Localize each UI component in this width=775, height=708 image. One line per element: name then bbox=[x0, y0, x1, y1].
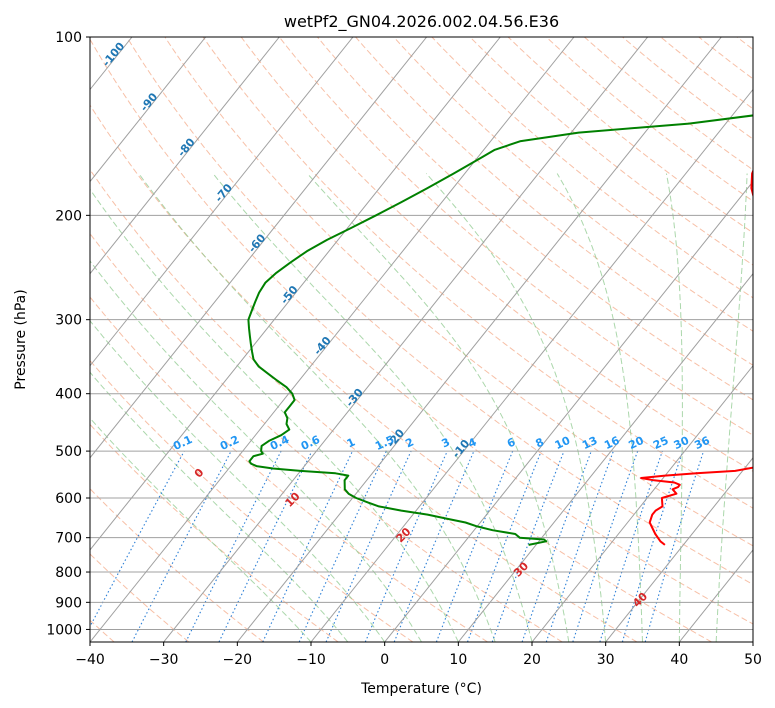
y-tick-label: 200 bbox=[55, 208, 82, 224]
isotherm-line bbox=[384, 180, 753, 642]
x-tick-label: 0 bbox=[380, 652, 389, 668]
moist-adiabat-line bbox=[306, 173, 570, 642]
mixing-ratio-line bbox=[521, 450, 592, 642]
mixing-ratio-label: 36 bbox=[692, 434, 712, 452]
mixing-ratio-label: 10 bbox=[553, 434, 573, 452]
moist-adiabat-line bbox=[425, 173, 607, 642]
mixing-ratio-line bbox=[572, 450, 639, 642]
mixing-ratio-line bbox=[491, 450, 565, 642]
isotherm-line bbox=[531, 364, 753, 642]
mixing-ratio-line bbox=[435, 450, 514, 642]
mixing-ratio-line bbox=[90, 450, 185, 628]
mixing-ratio-line bbox=[185, 450, 282, 642]
mixing-ratio-line bbox=[325, 450, 412, 642]
y-tick-label: 800 bbox=[55, 565, 82, 581]
plot-frame bbox=[89, 36, 754, 643]
isotherm-line bbox=[605, 457, 753, 642]
y-tick-label: 1000 bbox=[46, 622, 82, 638]
isotherm-line bbox=[90, 37, 575, 642]
x-tick-label: 50 bbox=[744, 652, 762, 668]
mixing-ratio-label: 13 bbox=[580, 434, 599, 452]
mixing-ratio-line bbox=[364, 450, 448, 642]
moist-adiabat-line bbox=[90, 371, 349, 642]
dry-adiabat-line bbox=[90, 38, 753, 625]
isotherm-line bbox=[457, 272, 753, 642]
y-tick-label: 300 bbox=[55, 313, 82, 329]
x-tick-label: −10 bbox=[296, 652, 326, 668]
moist-adiabat-line bbox=[212, 173, 533, 642]
isotherm-line bbox=[236, 37, 722, 642]
chart-title: wetPf2_GN04.2026.002.04.56.E36 bbox=[284, 12, 559, 32]
isotherm-line bbox=[90, 37, 428, 459]
y-tick-label: 700 bbox=[55, 531, 82, 547]
isotherm-line bbox=[90, 37, 280, 275]
dry-adiabat-line bbox=[355, 37, 753, 366]
dry-adiabat-line bbox=[622, 37, 753, 140]
mixing-ratio-line bbox=[599, 450, 663, 642]
x-tick-label: −20 bbox=[223, 652, 253, 668]
mixing-ratio-label: 16 bbox=[602, 434, 622, 452]
isotherm-line bbox=[90, 37, 207, 183]
profile-lines bbox=[247, 114, 753, 546]
y-axis-label: Pressure (hPa) bbox=[13, 289, 29, 389]
dry-adiabat-line bbox=[90, 296, 488, 642]
x-tick-label: 40 bbox=[670, 652, 688, 668]
isotherm-line bbox=[90, 37, 501, 551]
temperature-line bbox=[640, 168, 753, 546]
dewpoint-line bbox=[247, 114, 753, 546]
y-tick-label: 900 bbox=[55, 595, 82, 611]
isotherms bbox=[90, 37, 753, 642]
isotherm-line bbox=[90, 37, 354, 367]
mixing-ratio-label: 25 bbox=[651, 434, 670, 452]
x-axis: −40 −30 −20 −10 0 10 20 30 40 50 bbox=[75, 642, 762, 668]
isotherm-line bbox=[310, 88, 753, 642]
dry-adiabat-line bbox=[164, 37, 753, 547]
moist-adiabat-line bbox=[715, 173, 748, 642]
isotherm-line bbox=[163, 37, 649, 642]
isobars bbox=[90, 37, 753, 630]
y-axis: 100 200 300 400 500 600 700 800 900 1000 bbox=[46, 30, 90, 638]
mixing-ratio-line bbox=[545, 450, 614, 642]
x-tick-label: 30 bbox=[597, 652, 615, 668]
moist-adiabat-line bbox=[90, 417, 312, 642]
x-tick-label: 20 bbox=[523, 652, 541, 668]
dry-adiabat-line bbox=[90, 488, 264, 642]
mixing-ratio-line bbox=[621, 450, 684, 642]
mixing-ratio-label: 20 bbox=[627, 434, 647, 452]
dry-adiabat-line bbox=[545, 37, 753, 202]
y-tick-label: 100 bbox=[55, 30, 82, 46]
mixing-ratio-line bbox=[466, 450, 542, 642]
dry-adiabat-line bbox=[507, 37, 753, 234]
dry-adiabat-line bbox=[90, 104, 712, 642]
y-tick-label: 600 bbox=[55, 491, 82, 507]
moist-adiabat-line bbox=[556, 173, 643, 642]
moist-adiabat-line bbox=[90, 320, 386, 642]
dry-adiabat-line bbox=[126, 37, 753, 585]
dry-adiabat-line bbox=[431, 37, 753, 299]
moist-adiabat-line bbox=[90, 260, 422, 642]
mixing-ratio-label: 30 bbox=[672, 434, 692, 452]
x-tick-label: −40 bbox=[75, 652, 105, 668]
x-axis-label: Temperature (°C) bbox=[360, 681, 482, 697]
moist-adiabat-line bbox=[665, 173, 683, 642]
dry-adiabat-line bbox=[90, 232, 563, 642]
x-tick-label: 10 bbox=[449, 652, 467, 668]
y-tick-label: 500 bbox=[55, 444, 82, 460]
y-tick-label: 400 bbox=[55, 387, 82, 403]
x-tick-label: −30 bbox=[149, 652, 179, 668]
